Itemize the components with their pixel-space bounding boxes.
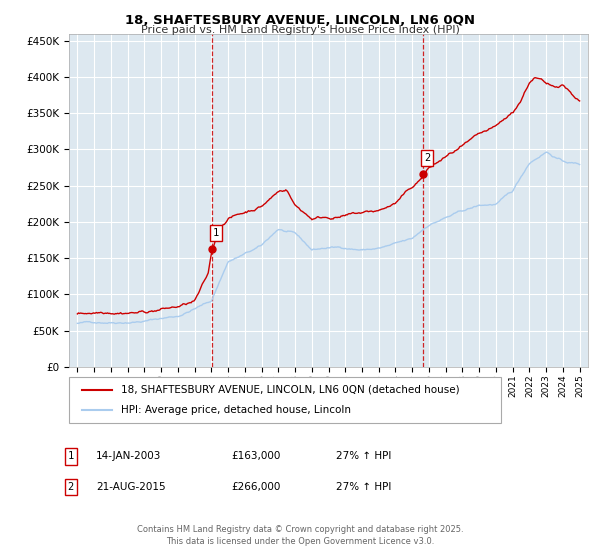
Text: 18, SHAFTESBURY AVENUE, LINCOLN, LN6 0QN: 18, SHAFTESBURY AVENUE, LINCOLN, LN6 0QN xyxy=(125,14,475,27)
FancyBboxPatch shape xyxy=(69,377,501,423)
Text: Contains HM Land Registry data © Crown copyright and database right 2025.
This d: Contains HM Land Registry data © Crown c… xyxy=(137,525,463,546)
Text: £266,000: £266,000 xyxy=(231,482,280,492)
Text: 2: 2 xyxy=(68,482,74,492)
Text: 2: 2 xyxy=(424,153,430,163)
Text: 21-AUG-2015: 21-AUG-2015 xyxy=(96,482,166,492)
Text: 14-JAN-2003: 14-JAN-2003 xyxy=(96,451,161,461)
Text: Price paid vs. HM Land Registry's House Price Index (HPI): Price paid vs. HM Land Registry's House … xyxy=(140,25,460,35)
Text: 1: 1 xyxy=(68,451,74,461)
Text: HPI: Average price, detached house, Lincoln: HPI: Average price, detached house, Linc… xyxy=(121,405,351,415)
Text: £163,000: £163,000 xyxy=(231,451,280,461)
Text: 27% ↑ HPI: 27% ↑ HPI xyxy=(336,482,391,492)
Text: 27% ↑ HPI: 27% ↑ HPI xyxy=(336,451,391,461)
Text: 1: 1 xyxy=(213,228,219,238)
Text: 18, SHAFTESBURY AVENUE, LINCOLN, LN6 0QN (detached house): 18, SHAFTESBURY AVENUE, LINCOLN, LN6 0QN… xyxy=(121,385,460,395)
